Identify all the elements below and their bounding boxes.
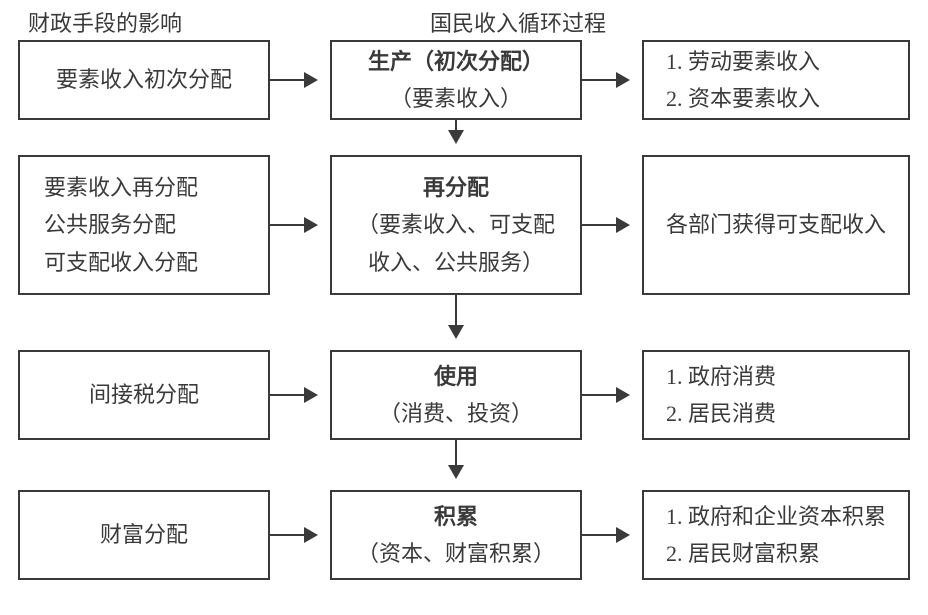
row4-left-box: 财富分配 bbox=[18, 490, 270, 580]
row4-center-title: 积累 bbox=[434, 498, 478, 535]
row2-left-line3: 可支配收入分配 bbox=[44, 244, 198, 281]
row4-center-sub: （资本、财富积累） bbox=[357, 535, 555, 572]
row3-right-box: 1. 政府消费 2. 居民消费 bbox=[642, 350, 910, 440]
row3-left-box: 间接税分配 bbox=[18, 350, 270, 440]
row1-left-box: 要素收入初次分配 bbox=[18, 40, 270, 120]
row3-center-box: 使用 （消费、投资） bbox=[330, 350, 582, 440]
arrow-r4-lc bbox=[270, 534, 316, 536]
arrow-r1-lc bbox=[270, 79, 316, 81]
heading-left: 财政手段的影响 bbox=[28, 6, 182, 38]
row2-right-line1: 各部门获得可支配收入 bbox=[666, 206, 886, 243]
arrow-r3-lc bbox=[270, 394, 316, 396]
diagram-container: 财政手段的影响 国民收入循环过程 要素收入初次分配 生产（初次分配） （要素收入… bbox=[0, 0, 928, 615]
row3-left-line1: 间接税分配 bbox=[89, 376, 199, 413]
row3-center-sub: （消费、投资） bbox=[379, 395, 533, 432]
arrow-r2-lc bbox=[270, 224, 316, 226]
arrow-r4-cr bbox=[582, 534, 628, 536]
row3-right-line2: 2. 居民消费 bbox=[666, 395, 776, 432]
row2-left-line2: 公共服务分配 bbox=[44, 206, 176, 243]
row1-right-line2: 2. 资本要素收入 bbox=[666, 80, 820, 117]
row1-center-box: 生产（初次分配） （要素收入） bbox=[330, 40, 582, 120]
row2-left-line1: 要素收入再分配 bbox=[44, 169, 198, 206]
row2-center-box: 再分配 （要素收入、可支配 收入、公共服务） bbox=[330, 155, 582, 295]
row4-right-line1: 1. 政府和企业资本积累 bbox=[666, 498, 886, 535]
heading-right: 国民收入循环过程 bbox=[430, 6, 606, 38]
arrow-r2-cr bbox=[582, 224, 628, 226]
arrow-r3-r4 bbox=[455, 440, 457, 477]
arrow-r2-r3 bbox=[455, 295, 457, 337]
row2-right-box: 各部门获得可支配收入 bbox=[642, 155, 910, 295]
row1-right-line1: 1. 劳动要素收入 bbox=[666, 43, 820, 80]
arrow-r3-cr bbox=[582, 394, 628, 396]
row3-right-line1: 1. 政府消费 bbox=[666, 358, 776, 395]
arrow-r1-r2 bbox=[455, 120, 457, 142]
row4-right-line2: 2. 居民财富积累 bbox=[666, 535, 820, 572]
row2-center-sub2: 收入、公共服务） bbox=[368, 244, 544, 281]
row1-left-line1: 要素收入初次分配 bbox=[56, 61, 232, 98]
row1-center-title: 生产（初次分配） bbox=[368, 43, 544, 80]
row1-center-sub: （要素收入） bbox=[390, 80, 522, 117]
row4-center-box: 积累 （资本、财富积累） bbox=[330, 490, 582, 580]
row2-center-title: 再分配 bbox=[423, 169, 489, 206]
row4-right-box: 1. 政府和企业资本积累 2. 居民财富积累 bbox=[642, 490, 910, 580]
row4-left-line1: 财富分配 bbox=[100, 516, 188, 553]
row3-center-title: 使用 bbox=[434, 358, 478, 395]
row2-center-sub: （要素收入、可支配 bbox=[357, 206, 555, 243]
arrow-r1-cr bbox=[582, 79, 628, 81]
row1-right-box: 1. 劳动要素收入 2. 资本要素收入 bbox=[642, 40, 910, 120]
row2-left-box: 要素收入再分配 公共服务分配 可支配收入分配 bbox=[18, 155, 270, 295]
